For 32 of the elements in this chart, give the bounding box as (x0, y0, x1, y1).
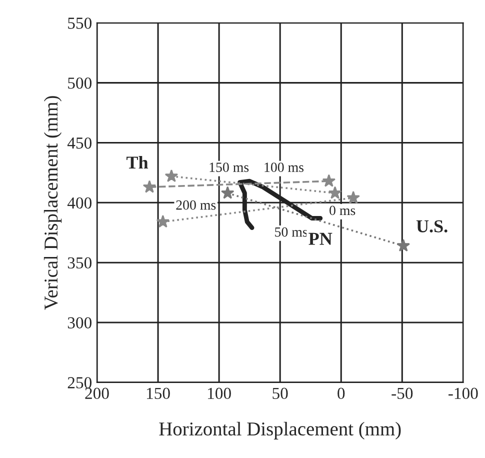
point (156, 214, 170, 228)
x-tick-label: 200 (85, 388, 109, 400)
annotation: U.S. (416, 220, 448, 232)
annotation: 50 ms (275, 227, 308, 237)
y-tick-label: 400 (67, 197, 92, 209)
annotation: 200 ms (176, 200, 216, 210)
point (346, 190, 360, 204)
y-tick-label: 350 (68, 257, 92, 269)
x-tick-label: 150 (146, 388, 170, 400)
annotation: 100 ms (264, 162, 304, 172)
y-tick-label: 300 (68, 317, 92, 328)
annotation: 150 ms (210, 162, 249, 172)
annotation: Th (126, 156, 148, 169)
x-tick-label: -100 (448, 388, 478, 400)
y-tick-label: 450 (67, 137, 92, 149)
x-tick-label: 0 (338, 388, 345, 400)
point (328, 186, 342, 199)
annotation: PN (308, 232, 332, 245)
y-tick-label: 500 (68, 78, 92, 89)
y-axis-title: Verical Displacement (mm) (44, 96, 62, 310)
point (142, 180, 156, 193)
annotation: 0 ms (330, 206, 356, 216)
x-tick-label: 50 (272, 388, 288, 400)
point (322, 174, 336, 187)
y-tick-label: 550 (68, 18, 92, 29)
x-tick-label: 100 (208, 388, 231, 400)
point (220, 186, 234, 199)
x-axis-title: Horizontal Displacement (mm) (159, 422, 401, 440)
x-tick-label: -50 (392, 388, 413, 400)
y-tick-label: 250 (68, 377, 92, 388)
point (396, 238, 410, 252)
point (164, 169, 178, 182)
